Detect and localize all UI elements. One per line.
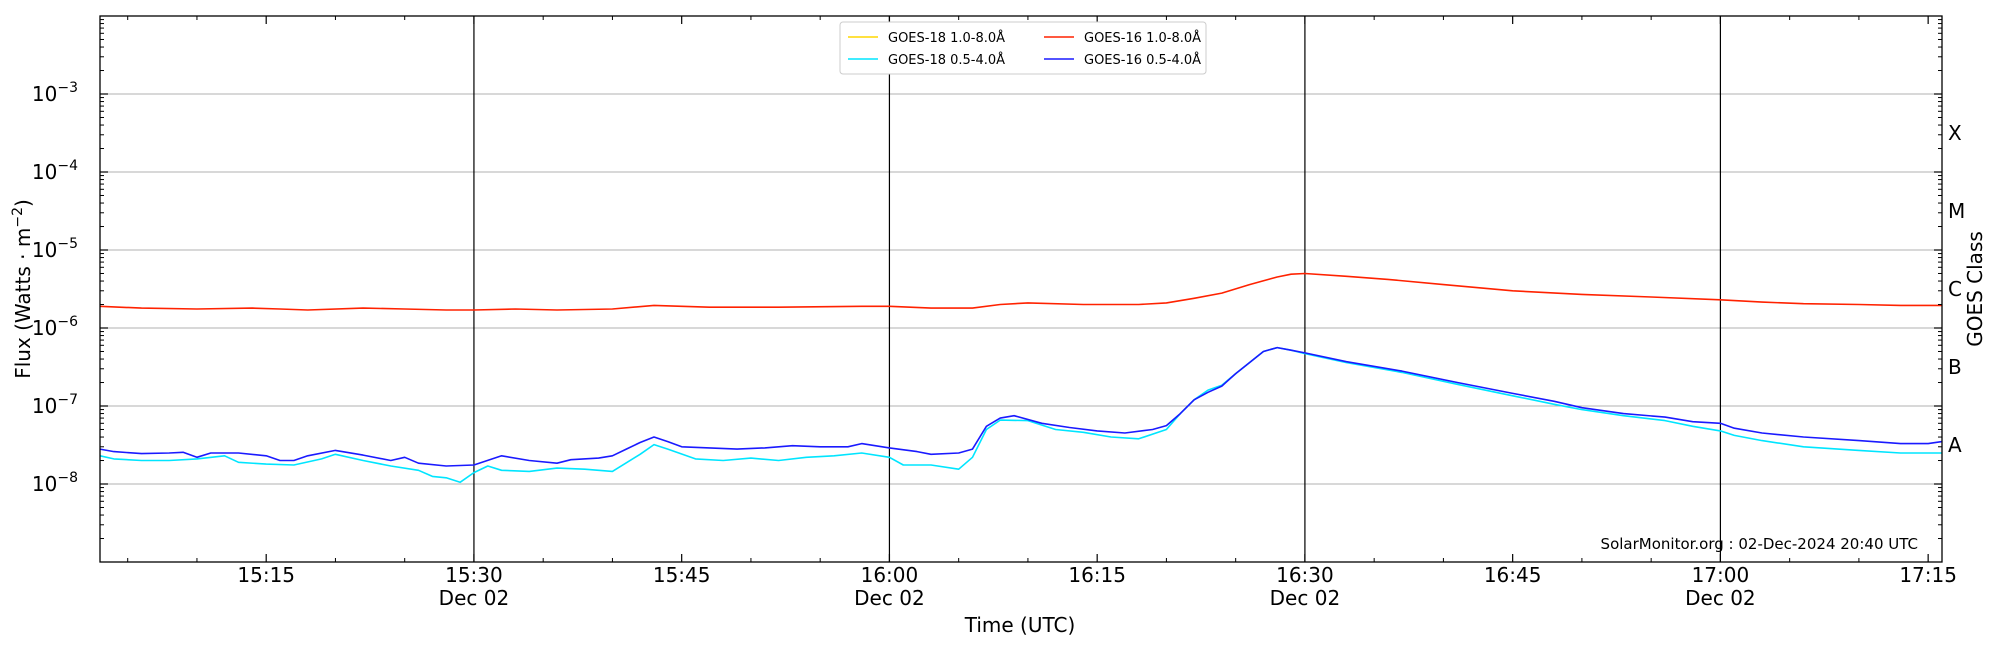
legend: GOES-18 1.0-8.0Å GOES-18 0.5-4.0Å GOES-16 … bbox=[839, 21, 1207, 75]
y-axis-title-exponent: −2 bbox=[10, 207, 26, 228]
y-tick-base: 10 bbox=[32, 82, 57, 106]
legend-label: GOES-16 0.5-4.0Å bbox=[1084, 52, 1201, 68]
goes-class-label: B bbox=[1948, 355, 1962, 379]
y-tick-label: 10−7 bbox=[32, 392, 78, 418]
y-tick-base: 10 bbox=[32, 394, 57, 418]
series-line bbox=[99, 346, 1942, 484]
y-tick-base: 10 bbox=[32, 316, 57, 340]
goes-class-label: M bbox=[1948, 199, 1965, 223]
x-axis-title: Time (UTC) bbox=[964, 613, 1076, 637]
y-tick-exponent: −5 bbox=[57, 236, 78, 252]
series-group bbox=[99, 272, 1943, 484]
x-tick-date-label: Dec 02 bbox=[1270, 586, 1341, 610]
x-tick-label: 16:00 bbox=[861, 563, 919, 587]
y-tick-exponent: −8 bbox=[57, 470, 78, 486]
y-tick-label: 10−4 bbox=[32, 158, 78, 184]
y-tick-label: 10−6 bbox=[32, 314, 78, 340]
goes-class-label: A bbox=[1948, 433, 1962, 457]
x-tick-label: 17:00 bbox=[1692, 563, 1750, 587]
x-tick-date-label: Dec 02 bbox=[439, 586, 510, 610]
y-tick-base: 10 bbox=[32, 238, 57, 262]
ticks bbox=[100, 16, 1942, 562]
y-tick-exponent: −7 bbox=[57, 392, 78, 408]
y-tick-exponent: −3 bbox=[57, 80, 78, 96]
right-axis-title: GOES Class bbox=[1963, 231, 1987, 347]
legend-label: GOES-18 1.0-8.0Å bbox=[888, 30, 1005, 46]
series-line bbox=[99, 346, 1943, 467]
x-tick-label: 16:15 bbox=[1068, 563, 1126, 587]
plot-frame bbox=[99, 15, 1943, 563]
y-tick-base: 10 bbox=[32, 160, 57, 184]
series-line bbox=[99, 272, 1942, 311]
footer-credit: SolarMonitor.org : 02-Dec-2024 20:40 UTC bbox=[1601, 535, 1918, 553]
y-axis-title-main: Flux (Watts · m bbox=[11, 228, 35, 379]
gridlines bbox=[100, 93, 1942, 485]
day-lines bbox=[473, 16, 1722, 562]
legend-label: GOES-16 1.0-8.0Å bbox=[1084, 30, 1201, 46]
x-tick-label: 17:15 bbox=[1899, 563, 1957, 587]
goes-class-label: C bbox=[1948, 277, 1962, 301]
y-tick-label: 10−8 bbox=[32, 470, 78, 496]
x-tick-label: 16:45 bbox=[1484, 563, 1542, 587]
y-tick-label: 10−3 bbox=[32, 80, 78, 106]
y-tick-base: 10 bbox=[32, 472, 57, 496]
y-axis-title-close: ) bbox=[11, 199, 35, 207]
legend-box bbox=[839, 21, 1207, 75]
y-tick-exponent: −6 bbox=[57, 314, 78, 330]
x-tick-date-label: Dec 02 bbox=[1685, 586, 1756, 610]
x-tick-label: 15:15 bbox=[237, 563, 295, 587]
x-tick-label: 15:45 bbox=[653, 563, 711, 587]
legend-label: GOES-18 0.5-4.0Å bbox=[888, 52, 1005, 68]
y-tick-label: 10−5 bbox=[32, 236, 78, 262]
x-tick-label: 16:30 bbox=[1276, 563, 1334, 587]
x-tick-date-label: Dec 02 bbox=[854, 586, 925, 610]
goes-class-label: X bbox=[1948, 121, 1962, 145]
y-axis-title: Flux (Watts · m−2) bbox=[10, 199, 35, 379]
y-tick-exponent: −4 bbox=[57, 158, 78, 174]
x-tick-label: 15:30 bbox=[445, 563, 503, 587]
